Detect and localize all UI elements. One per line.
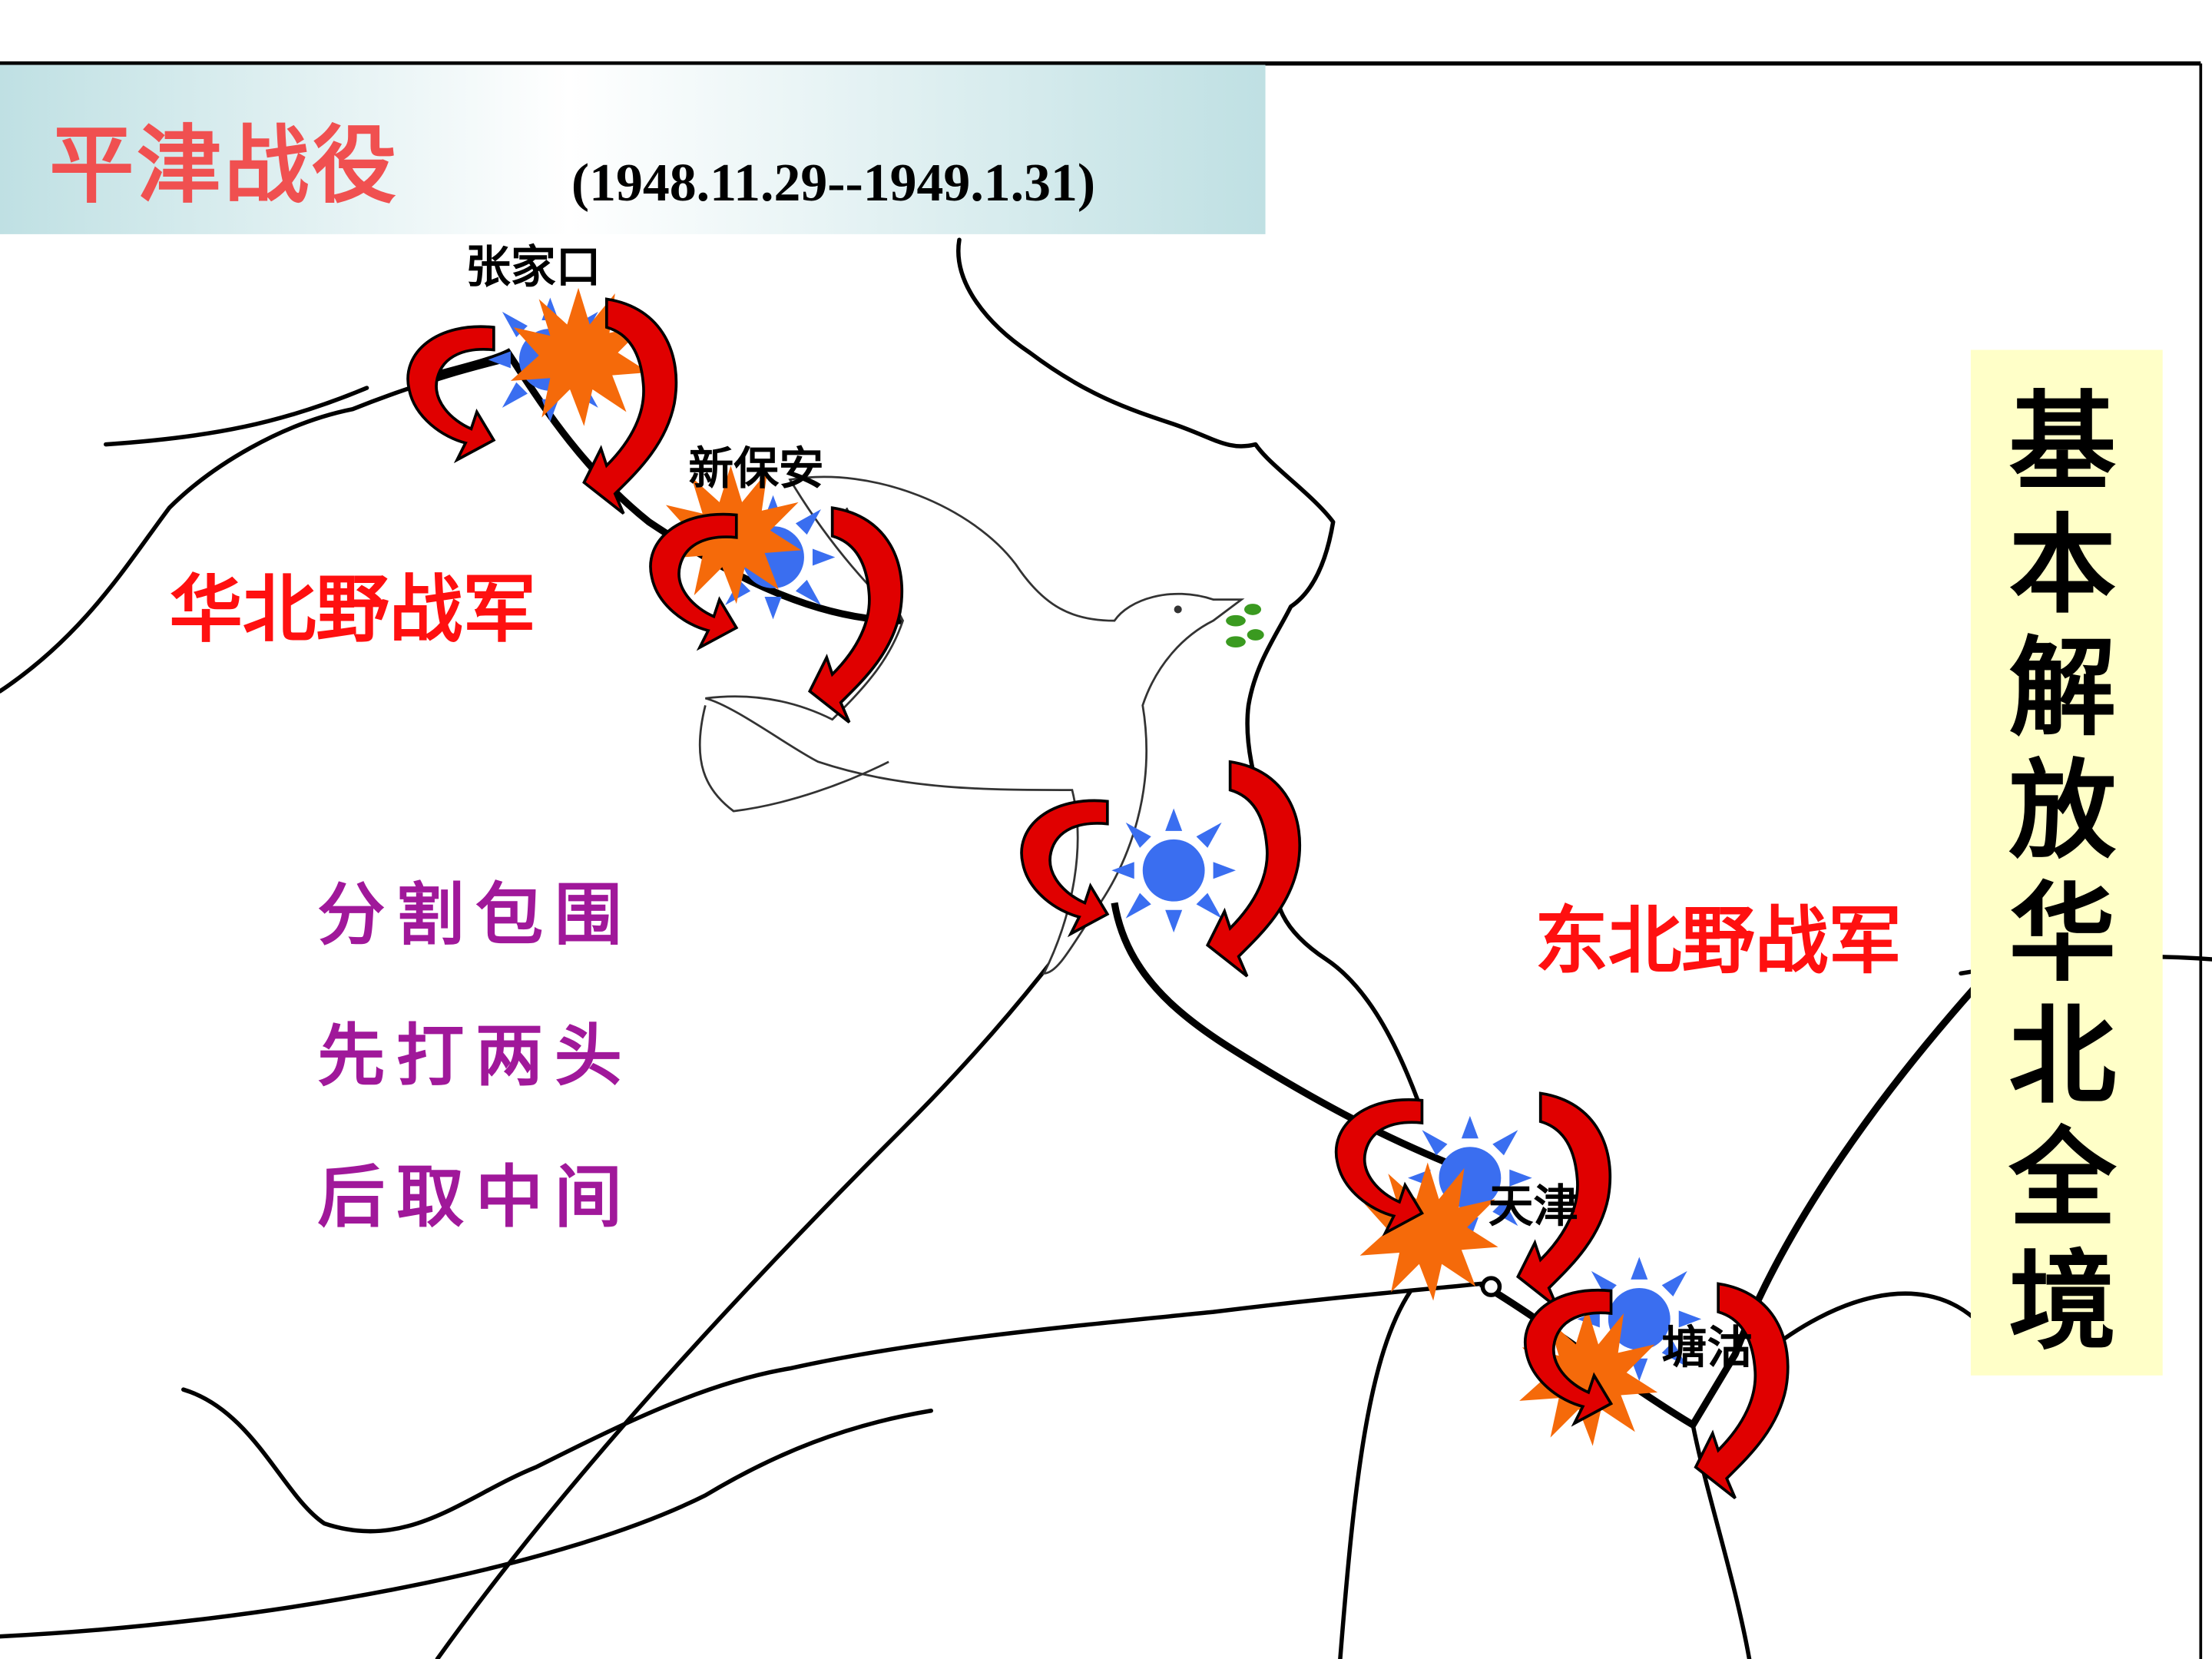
title-banner (0, 65, 1266, 234)
banner-char: 解 (2009, 625, 2117, 750)
banner-char: 全 (2008, 1116, 2118, 1241)
army-northeast: 东北野战军 (1535, 898, 1901, 984)
strategy-line: 分割包围 (317, 875, 633, 954)
strategy-line: 先打两头 (317, 1016, 633, 1095)
title-main: 平津战役 (49, 116, 399, 214)
army-north-china: 华北野战军 (169, 567, 536, 653)
banner-char: 华 (2009, 871, 2117, 996)
banner-char: 基 (2009, 379, 2117, 505)
place-xinbaoan: 新保安 (688, 442, 823, 495)
banner-char: 本 (2009, 502, 2117, 628)
tanggu-markers (1519, 1257, 1790, 1500)
blue-sun-icon (1111, 808, 1236, 933)
place-tianjin: 天津 (1488, 1180, 1579, 1233)
banner-char: 北 (2009, 993, 2117, 1118)
place-tanggu: 塘沽 (1662, 1320, 1753, 1373)
banner-char: 境 (2009, 1239, 2117, 1364)
curved-arrow-icon (406, 325, 495, 462)
strategy-line: 后取中间 (317, 1157, 633, 1237)
curved-arrow-icon (649, 512, 738, 649)
place-zhangjiakou: 张家口 (465, 240, 601, 293)
title-dates: (1948.11.29--1949.1.31) (571, 154, 1095, 213)
strategy-text: 分割包围 先打两头 后取中间 (317, 875, 633, 1237)
banner-char: 放 (2009, 748, 2117, 873)
side-banner (1970, 349, 2163, 1376)
side-banner-text: 基 本 解 放 华 北 全 境 (2008, 379, 2118, 1364)
